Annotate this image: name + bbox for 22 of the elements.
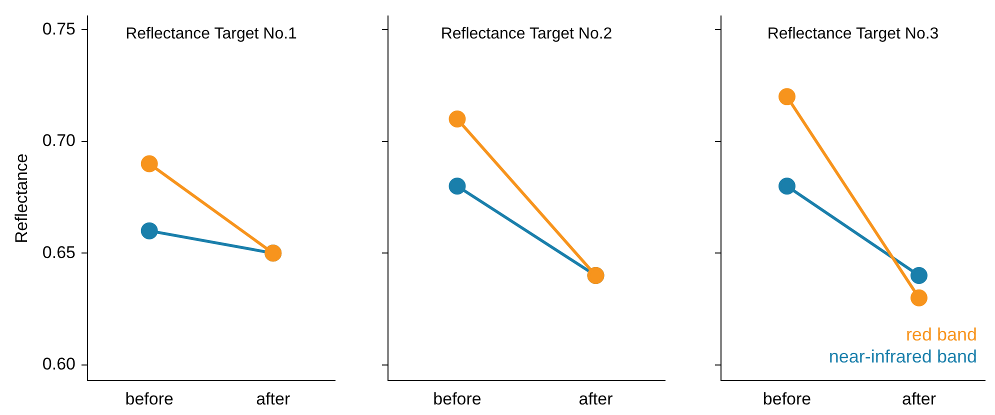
point (140, 222, 158, 240)
text: Reflectance Target No.3 (767, 26, 939, 43)
point (910, 289, 928, 306)
x-tick-label: before (433, 389, 482, 408)
text: near-infrared band (828, 346, 977, 367)
point (778, 178, 796, 195)
point (910, 267, 928, 284)
x-tick-label: after (902, 389, 936, 408)
y-tick-label: 0.60 (42, 354, 76, 374)
x-tick-label: before (762, 389, 812, 408)
x-tick-label: before (125, 389, 174, 408)
text: Reflectance Target No.2 (440, 26, 612, 43)
text: Reflectance Target No.1 (126, 26, 298, 43)
y-tick-label: 0.70 (42, 131, 76, 150)
x-tick-label: after (256, 389, 290, 408)
point (140, 155, 158, 172)
y-axis-title: Reflectance (12, 154, 31, 244)
series-label: red band (906, 324, 977, 345)
x-tick-label: after (578, 389, 614, 408)
y-tick-label: 0.65 (42, 242, 76, 262)
y-tick-label: 0.75 (42, 19, 76, 38)
point (778, 88, 796, 106)
